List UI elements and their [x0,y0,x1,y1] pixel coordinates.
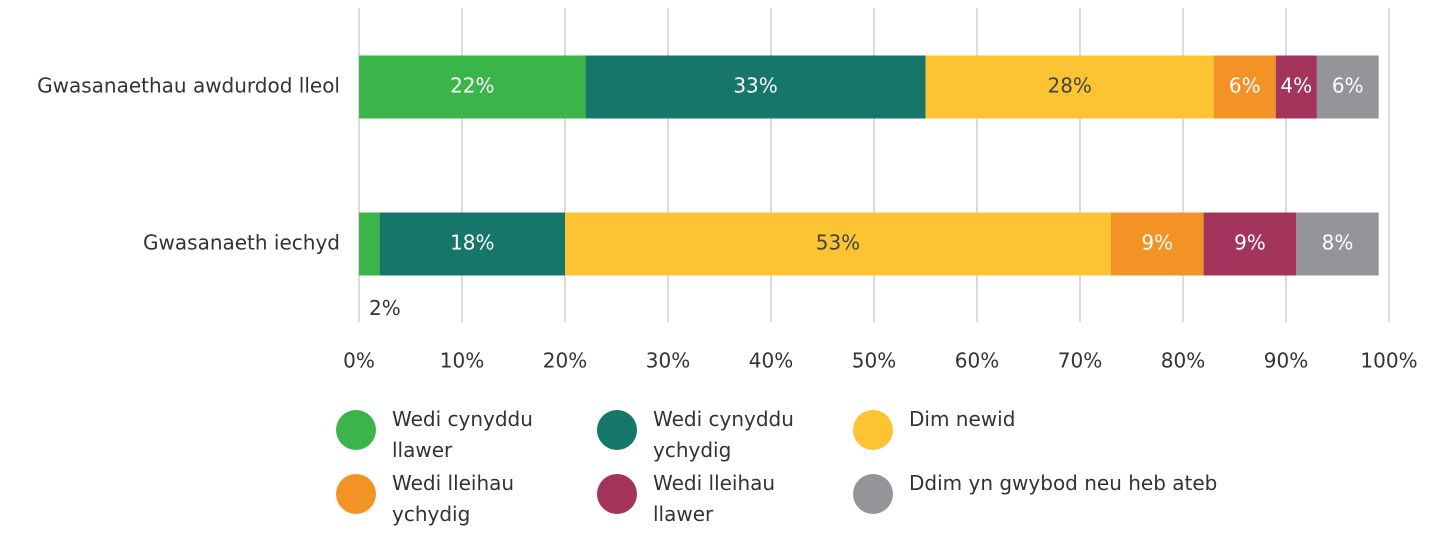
legend-item: Wedi cynyddu ychydig [597,407,823,466]
value-label: 8% [1322,231,1354,255]
value-label: 6% [1229,74,1261,98]
bar-segment [585,55,926,119]
x-tick-label: 100% [1360,349,1417,373]
legend-item: Wedi cynyddu llawer [336,407,562,466]
x-tick-label: 70% [1058,349,1102,373]
legend-swatch [853,410,893,450]
category-label: Gwasanaethau awdurdod lleol [37,74,340,98]
x-tick-label: 40% [749,349,793,373]
bar-segment [359,212,380,276]
value-label: 6% [1332,74,1364,98]
x-tick-label: 80% [1161,349,1205,373]
bar-segment [359,55,586,119]
value-label: 18% [450,231,494,255]
legend-swatch [336,474,376,514]
legend-swatch [597,410,637,450]
bar-segment [1213,55,1276,119]
legend-item: Ddim yn gwybod neu heb ateb [853,471,1409,514]
x-tick-label: 30% [646,349,690,373]
legend-swatch [597,474,637,514]
chart: 0% 10% 20% 30% 40% 50% 60% 70% 80% 90% 100% Gwasana… [37,8,1418,373]
value-label: 9% [1141,231,1173,255]
bar-segment [1203,212,1297,276]
category-label: Gwasanaeth iechyd [143,231,340,255]
legend-label: Wedi cynyddu llawer [392,407,533,462]
value-label: 4% [1280,74,1312,98]
legend-swatch [336,410,376,450]
legend-item: Wedi lleihau ychydig [336,471,562,530]
legend-label: Wedi lleihau ychydig [392,471,515,526]
legend-label: Wedi lleihau llawer [653,471,776,526]
legend-label: Dim newid [909,407,1016,431]
legend-item: Wedi lleihau llawer [597,471,823,530]
value-label: 22% [450,74,494,98]
x-tick-label: 60% [955,349,999,373]
bar-segment [1296,212,1379,276]
value-label: 28% [1047,74,1091,98]
value-label: 33% [733,74,777,98]
bar-segment [565,212,1111,276]
bar-segment [379,212,565,276]
legend-swatch [853,474,893,514]
x-tick-label: 90% [1264,349,1308,373]
value-label: 9% [1234,231,1266,255]
bar-segment [1110,212,1204,276]
x-tick-label: 10% [440,349,484,373]
bar-segment [1275,55,1317,119]
x-tick-label: 0% [343,349,375,373]
x-tick-label: 50% [852,349,896,373]
legend-label: Wedi cynyddu ychydig [653,407,794,462]
legend-label: Ddim yn gwybod neu heb ateb [909,471,1218,495]
bar-segment [925,55,1214,119]
legend-item: Dim newid [853,407,1409,450]
bar-segment [1316,55,1379,119]
x-tick-label: 20% [543,349,587,373]
value-label: 53% [816,231,860,255]
value-label: 2% [369,296,401,320]
